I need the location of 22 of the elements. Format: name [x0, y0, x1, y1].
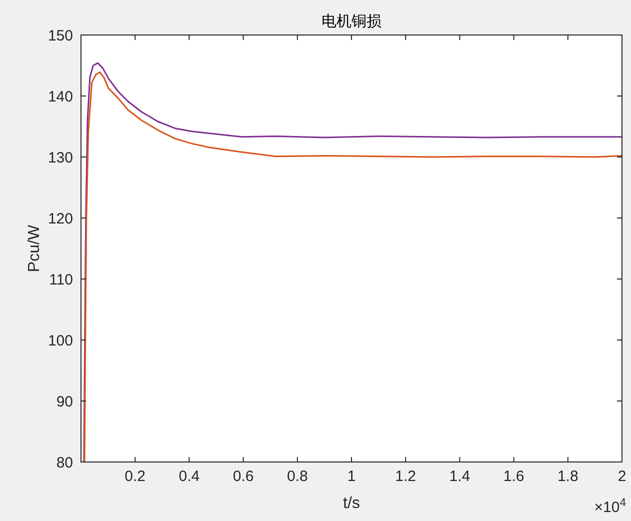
y-tick-label: 140: [48, 88, 73, 106]
text: ×10$^{4}$: [594, 497, 626, 516]
x-axis-title: t/s: [343, 495, 360, 512]
x-tick-label: 0.8: [286, 468, 308, 485]
x-tick-label: 0.6: [232, 468, 254, 485]
y-tick-label: 100: [48, 332, 73, 350]
x-tick-label: 1.6: [503, 468, 524, 485]
x-tick-label: 0.4: [178, 468, 200, 485]
x-tick-label: 2: [618, 468, 626, 485]
x-tick-label: 1.4: [449, 468, 470, 485]
y-tick-label: 80: [56, 454, 73, 472]
x-tick-label: 0.2: [124, 468, 146, 485]
x-tick-label: 1: [347, 468, 356, 485]
y-tick-label: 120: [48, 210, 73, 228]
y-tick-label: 130: [48, 149, 73, 166]
y-axis-title: Pcu/W: [26, 224, 43, 272]
x-tick-label: 1.2: [395, 468, 416, 485]
chart-title: 电机铜损: [322, 13, 382, 30]
x-tick-label: 1.8: [557, 468, 578, 485]
y-tick-label: 90: [56, 393, 73, 410]
y-tick-label: 150: [48, 27, 73, 44]
y-tick-label: 110: [49, 271, 73, 288]
